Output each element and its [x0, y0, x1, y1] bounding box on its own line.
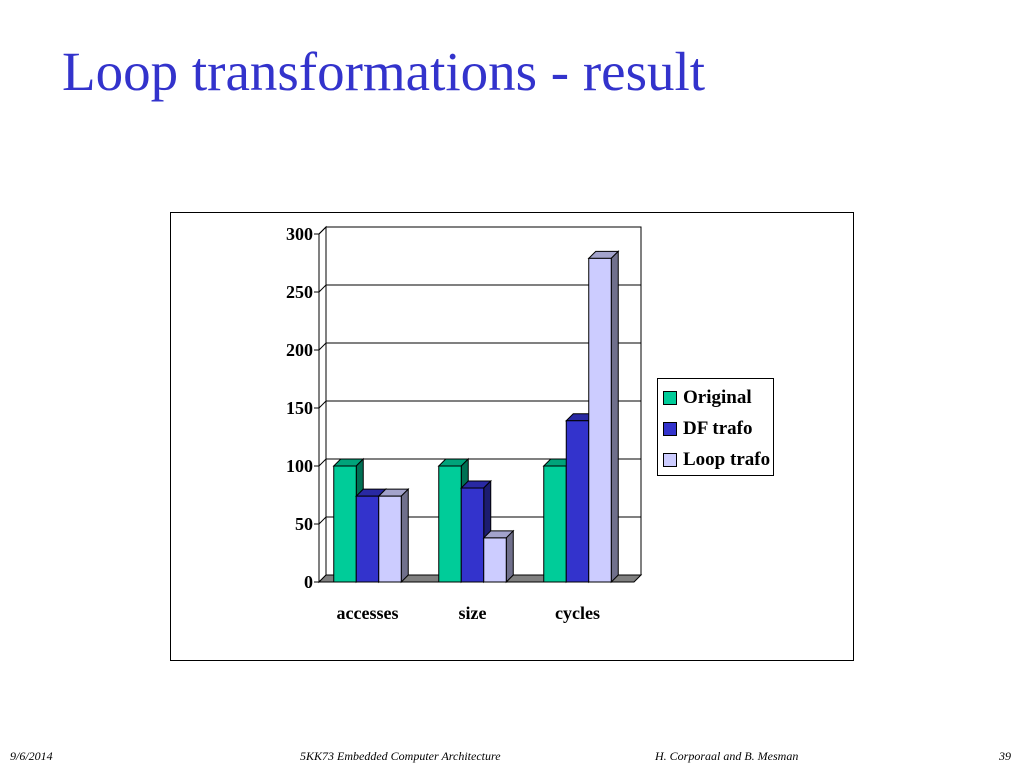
legend-item-loop-trafo: Loop trafo	[663, 444, 773, 475]
bar-front	[378, 495, 402, 583]
y-tick-label: 50	[295, 514, 313, 534]
bar-side	[505, 529, 514, 584]
gridline-side	[318, 516, 327, 525]
x-category-label: cycles	[555, 603, 600, 623]
legend: Original DF trafo Loop trafo	[657, 378, 774, 476]
legend-item-df-trafo: DF trafo	[663, 413, 773, 444]
y-tick-label: 100	[286, 456, 313, 476]
y-tick-label: 150	[286, 398, 313, 418]
bar-accesses-2	[377, 487, 410, 584]
y-tick-label: 200	[286, 340, 313, 360]
bar-size-2	[482, 529, 515, 584]
footer-page-number: 39	[999, 749, 1011, 763]
bar-front	[438, 465, 462, 583]
y-axis-tick-labels: 0 50 100 150 200 250 300	[286, 224, 313, 592]
gridline-side	[318, 342, 327, 351]
legend-label-loop-trafo: Loop trafo	[683, 448, 771, 470]
y-tick-label: 250	[286, 282, 313, 302]
gridline-side	[318, 284, 327, 293]
y-tick-label: 0	[304, 572, 313, 592]
gridline-side	[318, 458, 327, 467]
bar-front	[543, 465, 567, 583]
x-category-label: accesses	[337, 603, 399, 623]
bar-side	[610, 250, 619, 584]
bar-front	[333, 465, 357, 583]
chart-frame: 0 50 100 150 200 250 300 accesses size cycles Or…	[170, 212, 854, 661]
legend-label-original: Original	[683, 386, 752, 408]
gridline-side	[318, 226, 327, 235]
footer-course: 5KK73 Embedded Computer Architecture	[300, 749, 501, 763]
legend-label-df-trafo: DF trafo	[683, 417, 753, 439]
bar-front	[355, 495, 380, 583]
gridline-side	[318, 400, 327, 409]
legend-item-original: Original	[663, 382, 773, 413]
bar-chart: 0 50 100 150 200 250 300 accesses size cycles	[286, 224, 643, 623]
legend-swatch-df-trafo	[663, 421, 677, 436]
footer-authors: H. Corporaal and B. Mesman	[655, 749, 799, 763]
y-tick-label: 300	[286, 224, 313, 244]
bar-front	[565, 420, 590, 583]
slide-title: Loop transformations - result	[62, 41, 706, 102]
x-axis-category-labels: accesses size cycles	[337, 603, 600, 623]
bar-front	[483, 537, 507, 583]
legend-swatch-original	[663, 390, 677, 405]
bar-side	[400, 487, 409, 584]
footer-date: 9/6/2014	[10, 749, 53, 763]
legend-swatch-loop-trafo	[663, 452, 677, 467]
bars	[332, 250, 620, 584]
bar-front	[460, 487, 485, 583]
bar-cycles-2	[587, 250, 620, 584]
bar-front	[588, 257, 612, 583]
x-category-label: size	[459, 603, 487, 623]
